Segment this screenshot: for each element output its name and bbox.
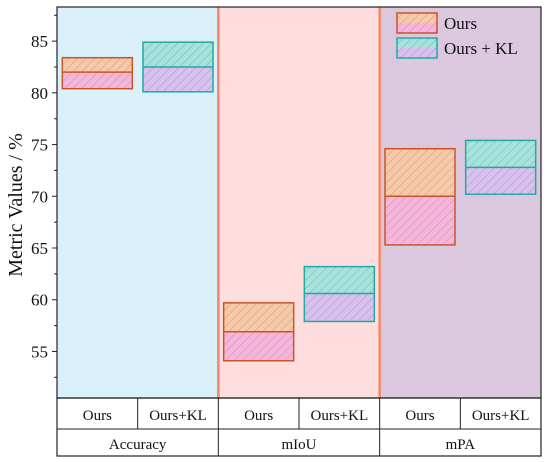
legend-swatch-outline [396,37,438,59]
subcategory-label: Ours+KL [472,408,530,424]
y-tick-label: 60 [31,291,48,310]
subcategory-label: Ours+KL [311,408,369,424]
box-outline-ours-accuracy [61,56,134,90]
box-hatch-ours-accuracy [62,57,133,89]
group-label: Accuracy [109,437,167,453]
y-axis-title: Metric Values / % [5,133,27,277]
subcategory-label: Ours+KL [149,408,207,424]
y-tick-label: 75 [31,136,48,155]
subcategory-label: Ours [405,408,434,424]
group-label: mPA [446,437,476,453]
group-label: mIoU [282,437,317,453]
legend-label: Ours + KL [444,39,518,58]
y-tick-label: 80 [31,84,48,103]
legend-swatch-outline [396,12,438,34]
legend-label: Ours [444,14,477,33]
y-tick-label: 55 [31,342,48,361]
legend-swatch-hatch [397,13,437,33]
legend-swatch-hatch [397,38,437,58]
y-tick-label: 85 [31,32,48,51]
y-tick-label: 65 [31,239,48,258]
y-tick-label: 70 [31,187,48,206]
subcategory-label: Ours [83,408,112,424]
subcategory-label: Ours [244,408,273,424]
